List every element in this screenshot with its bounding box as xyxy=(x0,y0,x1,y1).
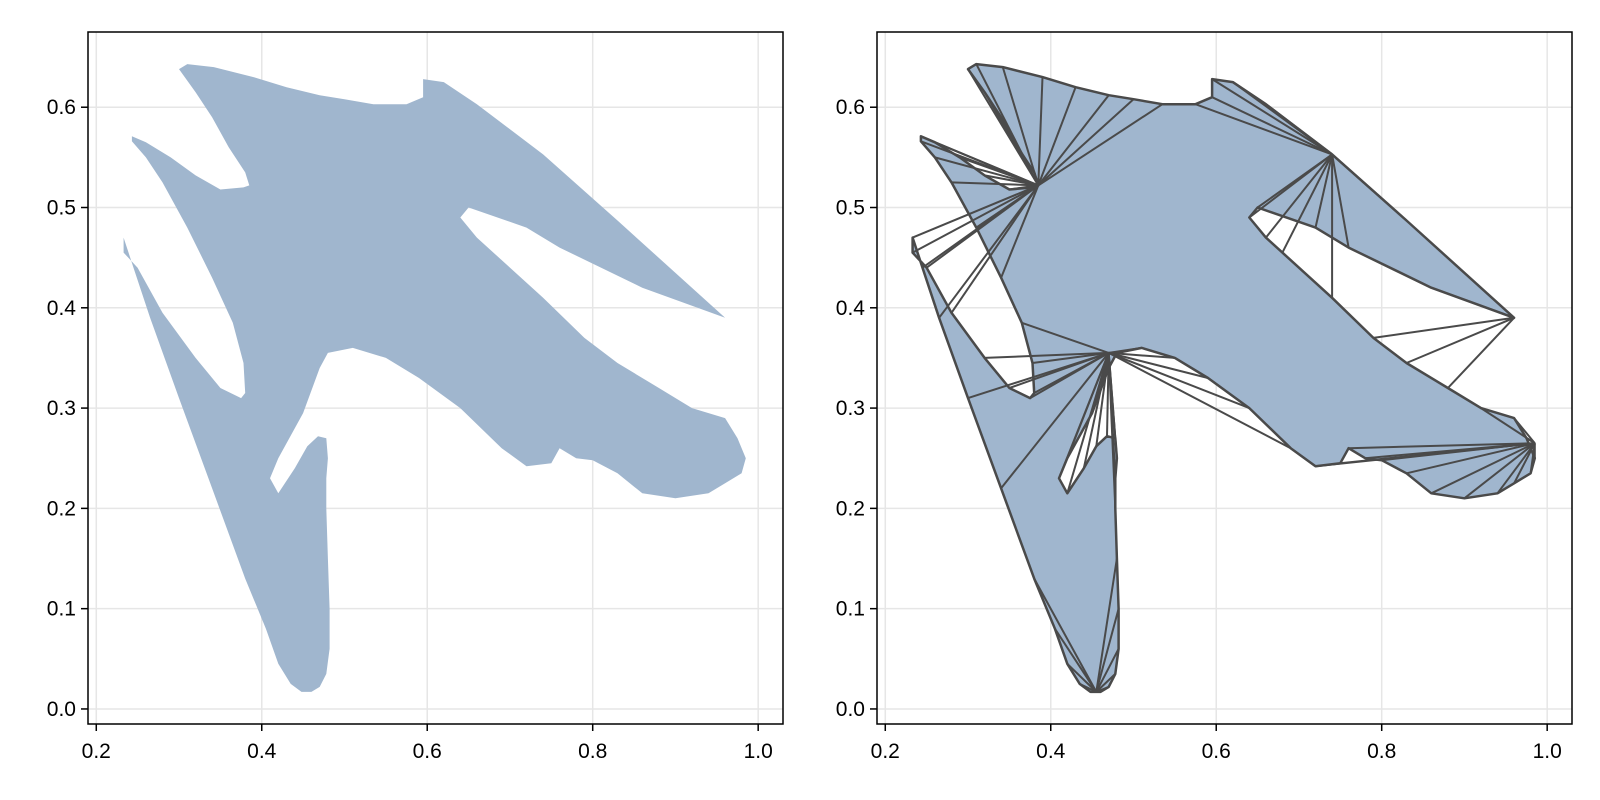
mesh-edge xyxy=(1095,673,1116,693)
mesh-edge xyxy=(1211,96,1333,156)
y-tick-label: 0.4 xyxy=(47,297,77,320)
y-tick-label: 0.1 xyxy=(47,598,76,621)
x-tick-label: 0.4 xyxy=(1036,740,1066,763)
mesh-edge xyxy=(1108,351,1175,359)
x-tick-label: 0.2 xyxy=(82,740,111,763)
mesh-edge xyxy=(1037,94,1110,187)
right-panel: 0.2 0.4 0.6 0.8 1.0 0.0 0.1 0.2 0.3 0.4 0.5 0.6 xyxy=(836,31,1573,763)
mesh-edge xyxy=(1037,98,1135,187)
mesh-edge xyxy=(1314,154,1334,228)
mesh-edge xyxy=(1348,442,1535,450)
mesh-edge xyxy=(1000,352,1110,489)
mesh-edge xyxy=(934,156,1039,187)
y-tick-label: 0.3 xyxy=(836,397,865,420)
mesh-edge xyxy=(1195,103,1333,156)
mesh-edge xyxy=(1373,316,1515,339)
mesh-edge xyxy=(1331,154,1350,248)
mesh-edge xyxy=(984,174,1039,187)
mesh-edge xyxy=(950,184,1040,314)
mesh-edge xyxy=(1009,351,1110,389)
x-tick-label: 0.6 xyxy=(1202,740,1231,763)
shape-outline xyxy=(911,62,1537,694)
mesh-edge xyxy=(912,184,1039,239)
y-tick-label: 0.6 xyxy=(836,96,865,119)
mesh-edge xyxy=(1315,442,1535,468)
mesh-edges xyxy=(912,63,1536,693)
mesh-edge xyxy=(1496,442,1536,494)
mesh-edge xyxy=(1463,442,1536,500)
axes-frame xyxy=(87,31,784,725)
axes-frame xyxy=(876,31,1573,725)
mesh-edge xyxy=(984,351,1109,359)
mesh-edge xyxy=(1037,86,1077,186)
mesh-edge xyxy=(1265,153,1333,239)
mesh-edge xyxy=(1032,351,1109,364)
shape-fill xyxy=(912,64,1535,692)
x-tick-label: 0.4 xyxy=(247,740,277,763)
y-tick-label: 0.3 xyxy=(47,397,76,420)
y-tick-label: 0.1 xyxy=(836,598,865,621)
mesh-edge xyxy=(1000,185,1040,279)
mesh-edge xyxy=(1001,66,1040,186)
mesh-edge xyxy=(1095,608,1120,693)
x-tick-label: 1.0 xyxy=(744,740,773,763)
mesh-edge xyxy=(959,156,1039,187)
mesh-edge xyxy=(975,184,1039,229)
left-panel: 0.2 0.4 0.6 0.8 1.0 0.0 0.1 0.2 0.3 0.4 0.5 0.6 xyxy=(47,31,784,763)
shape-fill xyxy=(123,64,746,692)
mesh-edge xyxy=(1281,153,1333,254)
mesh-edge xyxy=(1211,78,1333,156)
y-tick-label: 0.0 xyxy=(836,698,865,721)
mesh-edge xyxy=(1066,663,1097,693)
mesh-edge xyxy=(1037,103,1163,187)
x-tick-label: 1.0 xyxy=(1533,740,1562,763)
mesh-edge xyxy=(1082,352,1110,469)
mesh-edge xyxy=(951,181,1039,187)
x-tick-label: 0.8 xyxy=(1367,740,1396,763)
mesh-edge xyxy=(912,184,1039,254)
mesh-edge xyxy=(1033,352,1110,394)
mesh-edge xyxy=(1108,352,1292,450)
mesh-edge xyxy=(1037,77,1044,186)
x-tick-label: 0.6 xyxy=(413,740,442,763)
mesh-edge xyxy=(1447,317,1515,389)
mesh-edge xyxy=(1430,442,1536,495)
y-tick-label: 0.2 xyxy=(836,497,865,520)
y-tick-label: 0.0 xyxy=(47,698,76,721)
y-tick-label: 0.4 xyxy=(836,297,866,320)
x-tick-label: 0.2 xyxy=(871,740,900,763)
y-tick-label: 0.2 xyxy=(47,497,76,520)
mesh-edge xyxy=(1406,442,1536,475)
mesh-edge xyxy=(1095,648,1120,693)
mesh-edge xyxy=(1406,316,1515,364)
mesh-edge xyxy=(1095,352,1110,447)
x-tick-label: 0.8 xyxy=(578,740,607,763)
mesh-edge xyxy=(1108,351,1250,410)
mesh-edge xyxy=(1021,321,1110,354)
mesh-edge xyxy=(1033,578,1098,693)
y-tick-label: 0.5 xyxy=(836,197,865,220)
mesh-edge xyxy=(1095,558,1118,693)
mesh-edge xyxy=(1108,351,1209,379)
y-tick-label: 0.6 xyxy=(47,96,76,119)
mesh-edge xyxy=(1248,153,1333,219)
y-tick-label: 0.5 xyxy=(47,197,76,220)
